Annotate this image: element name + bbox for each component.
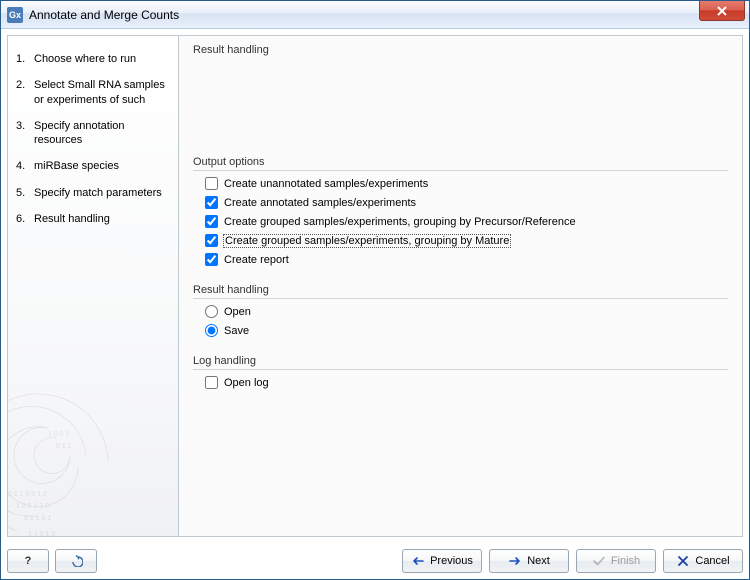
log-handling-group: Log handling Open log	[193, 355, 728, 389]
arrow-right-icon	[508, 555, 522, 567]
button-label: Finish	[611, 555, 640, 567]
dialog-body: Choose where to run Select Small RNA sam…	[1, 29, 749, 543]
button-bar: ? Previous Next	[1, 543, 749, 579]
cancel-button[interactable]: Cancel	[663, 549, 743, 573]
checkbox-label: Create unannotated samples/experiments	[224, 178, 428, 190]
undo-arrow-icon	[69, 555, 83, 567]
checkbox-row: Create grouped samples/experiments, grou…	[205, 215, 728, 228]
wizard-sidebar: Choose where to run Select Small RNA sam…	[7, 35, 179, 537]
decorative-swirl: 0 1 1 0 0 1 0 1 0 0 1 1 0 0 1 1 0 1 1 0 …	[7, 346, 158, 537]
x-icon	[676, 555, 690, 567]
svg-text:0 1 1 0 0 1 0: 0 1 1 0 0 1 0	[8, 491, 47, 498]
checkbox-row: Create annotated samples/experiments	[205, 196, 728, 209]
wizard-step[interactable]: Choose where to run	[16, 46, 170, 72]
svg-text:1 0 0 1 1 0: 1 0 0 1 1 0	[16, 503, 49, 510]
output-options-group: Output options Create unannotated sample…	[193, 156, 728, 266]
svg-text:1 1 0 1 0: 1 1 0 1 0	[28, 531, 55, 537]
checkbox-create-report[interactable]	[205, 253, 218, 266]
app-icon: Gx	[7, 7, 23, 23]
group-title: Result handling	[193, 284, 728, 299]
checkbox-row: Create grouped samples/experiments, grou…	[205, 234, 728, 247]
close-button[interactable]	[699, 1, 745, 21]
checkbox-group-mature[interactable]	[205, 234, 218, 247]
window-title: Annotate and Merge Counts	[29, 8, 179, 22]
checkbox-create-annotated[interactable]	[205, 196, 218, 209]
checkbox-open-log[interactable]	[205, 376, 218, 389]
button-label: Previous	[430, 555, 473, 567]
wizard-steps: Choose where to run Select Small RNA sam…	[16, 46, 170, 232]
group-title: Log handling	[193, 355, 728, 370]
svg-text:1 0 0 1: 1 0 0 1	[48, 431, 70, 438]
help-icon: ?	[25, 555, 32, 567]
checkbox-group-precursor[interactable]	[205, 215, 218, 228]
finish-button[interactable]: Finish	[576, 549, 656, 573]
radio-label: Save	[224, 325, 249, 337]
next-button[interactable]: Next	[489, 549, 569, 573]
svg-text:0 1 1: 0 1 1	[56, 443, 72, 450]
radio-row: Open	[205, 305, 728, 318]
wizard-step[interactable]: Specify match parameters	[16, 180, 170, 206]
button-label: Next	[527, 555, 550, 567]
checkbox-row: Create unannotated samples/experiments	[205, 177, 728, 190]
wizard-step[interactable]: Select Small RNA samples or experiments …	[16, 72, 170, 113]
wizard-step[interactable]: Result handling	[16, 206, 170, 232]
checkbox-label: Create grouped samples/experiments, grou…	[224, 216, 576, 228]
wizard-step[interactable]: Specify annotation resources	[16, 113, 170, 154]
checkbox-label: Open log	[224, 377, 269, 389]
result-handling-group: Result handling Open Save	[193, 284, 728, 337]
arrow-left-icon	[411, 555, 425, 567]
reset-button[interactable]	[55, 549, 97, 573]
checkbox-row: Open log	[205, 376, 728, 389]
wizard-step[interactable]: miRBase species	[16, 153, 170, 179]
close-icon	[716, 6, 728, 16]
checkbox-label: Create grouped samples/experiments, grou…	[224, 235, 510, 247]
radio-open[interactable]	[205, 305, 218, 318]
page-heading: Result handling	[193, 44, 728, 56]
checkbox-label: Create report	[224, 254, 289, 266]
titlebar: Gx Annotate and Merge Counts	[1, 1, 749, 29]
previous-button[interactable]: Previous	[402, 549, 482, 573]
radio-label: Open	[224, 306, 251, 318]
radio-save[interactable]	[205, 324, 218, 337]
button-label: Cancel	[695, 555, 729, 567]
dialog-window: Gx Annotate and Merge Counts Choose wher…	[0, 0, 750, 580]
wizard-page: Result handling Output options Create un…	[179, 35, 743, 537]
radio-row: Save	[205, 324, 728, 337]
checkbox-row: Create report	[205, 253, 728, 266]
svg-text:0 1 1 0 1: 0 1 1 0 1	[24, 515, 51, 522]
checkmark-icon	[592, 555, 606, 567]
checkbox-create-unannotated[interactable]	[205, 177, 218, 190]
checkbox-label: Create annotated samples/experiments	[224, 197, 416, 209]
group-title: Output options	[193, 156, 728, 171]
help-button[interactable]: ?	[7, 549, 49, 573]
